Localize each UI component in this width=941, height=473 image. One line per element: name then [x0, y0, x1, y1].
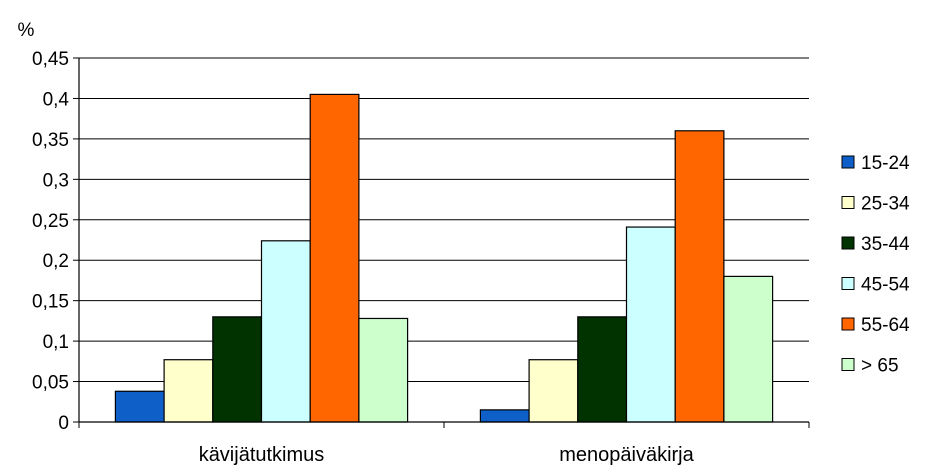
legend-label: 55-64 [861, 315, 910, 336]
y-axis-unit-label: % [18, 20, 35, 41]
y-tick-label: 0,1 [43, 332, 69, 353]
bar [163, 359, 214, 423]
legend-swatch [841, 317, 855, 331]
gridlines [79, 57, 809, 383]
legend: 15-24 25-34 35-44 45-54 55-64 > 65 [841, 153, 910, 377]
y-tick-label: 0,05 [32, 373, 69, 394]
bar [114, 390, 165, 423]
axes: 0 0,05 0,1 0,15 0,2 0,25 0,3 0,35 0,4 0,45 kävijät… [32, 49, 810, 466]
legend-label: 35-44 [861, 234, 910, 255]
legend-swatch [841, 358, 855, 371]
bar [577, 316, 628, 423]
bars [114, 93, 774, 423]
y-tick-label: 0,45 [32, 49, 69, 70]
legend-label: 15-24 [861, 153, 910, 174]
bar [528, 359, 579, 423]
legend-swatch [841, 196, 855, 209]
y-tick-label: 0,4 [43, 89, 70, 110]
y-tick-label: 0,2 [43, 251, 69, 272]
x-category-label: kävijätutkimus [199, 444, 325, 466]
y-tick-label: 0,3 [43, 170, 69, 191]
bar [358, 317, 409, 423]
bar [212, 316, 263, 423]
y-tick-label: 0,35 [32, 130, 69, 151]
bar [309, 93, 360, 423]
legend-swatch [841, 277, 855, 290]
bar [674, 130, 725, 423]
y-tick-label: 0 [58, 413, 69, 434]
y-tick-label: 0,25 [32, 211, 69, 232]
x-category-label: menopäiväkirja [559, 444, 694, 466]
bar [625, 226, 676, 423]
y-tick-label: 0,15 [32, 292, 69, 313]
bar [723, 275, 774, 423]
legend-label: 45-54 [861, 275, 910, 296]
bar [479, 409, 530, 423]
legend-swatch [841, 155, 855, 169]
legend-swatch [841, 236, 855, 250]
bar [260, 240, 311, 423]
legend-label: 25-34 [861, 194, 910, 215]
legend-label: > 65 [861, 356, 899, 377]
